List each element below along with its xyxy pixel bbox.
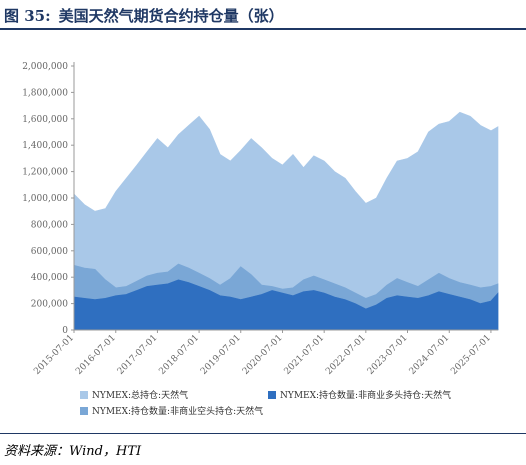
- legend-item-noncomm_short: NYMEX:持仓数量:非商业空头持仓:天然气: [80, 405, 263, 417]
- legend-swatch: [80, 407, 88, 415]
- figure-title-text: 美国天然气期货合约持仓量（张）: [58, 7, 284, 25]
- source-divider: [0, 433, 526, 434]
- figure-title: 图 35: 美国天然气期货合约持仓量（张）: [4, 5, 284, 26]
- y-tick-label: 1,200,000: [22, 168, 68, 178]
- legend-swatch: [268, 391, 276, 399]
- x-tick-label: 2018-07-01: [157, 333, 201, 377]
- x-tick-label: 2022-07-01: [324, 333, 368, 377]
- legend-label: NYMEX:持仓数量:非商业空头持仓:天然气: [92, 405, 263, 417]
- legend-item-total: NYMEX:总持仓:天然气: [80, 389, 188, 401]
- y-tick-label: 1,000,000: [22, 194, 68, 204]
- area-noncomm_long: [73, 279, 499, 331]
- x-tick-label: 2021-07-01: [283, 333, 327, 377]
- open-interest-chart: 0 200,000 400,000 600,000 800,000 1,000,000 1,…: [22, 62, 499, 417]
- y-tick-label: 2,000,000: [22, 62, 68, 72]
- x-tick-label: 2017-07-01: [116, 333, 160, 377]
- figure-title-bar: 图 35: 美国天然气期货合约持仓量（张）: [0, 0, 526, 30]
- x-tick-label: 2016-07-01: [74, 333, 118, 377]
- legend: NYMEX:总持仓:天然气 NYMEX:持仓数量:非商业多头持仓:天然气 NYMEX…: [80, 389, 451, 417]
- y-tick-label: 1,600,000: [22, 115, 68, 125]
- y-tick-label: 1,800,000: [22, 88, 68, 98]
- y-tick-label: 400,000: [31, 273, 68, 283]
- x-tick-label: 2023-07-01: [366, 333, 410, 377]
- legend-label: NYMEX:总持仓:天然气: [92, 389, 188, 401]
- y-tick-label: 200,000: [31, 300, 68, 310]
- x-tick-label: 2020-07-01: [241, 333, 285, 377]
- y-tick-label: 800,000: [31, 220, 68, 230]
- x-tick-label: 2015-07-01: [32, 333, 76, 377]
- figure-label: 图 35:: [4, 7, 51, 25]
- y-tick-label: 1,400,000: [22, 141, 68, 151]
- x-tick-label: 2019-07-01: [199, 333, 243, 377]
- x-tick-label: 2025-07-01: [449, 333, 493, 377]
- legend-item-noncomm_long: NYMEX:持仓数量:非商业多头持仓:天然气: [268, 389, 451, 401]
- legend-swatch: [80, 391, 88, 399]
- source-note: 资料来源：Wind，HTI: [4, 444, 142, 459]
- y-tick-label: 0: [62, 326, 68, 336]
- y-tick-label: 600,000: [31, 247, 68, 257]
- legend-label: NYMEX:持仓数量:非商业多头持仓:天然气: [280, 389, 451, 401]
- x-tick-label: 2024-07-01: [408, 333, 452, 377]
- plot-area: [73, 111, 499, 331]
